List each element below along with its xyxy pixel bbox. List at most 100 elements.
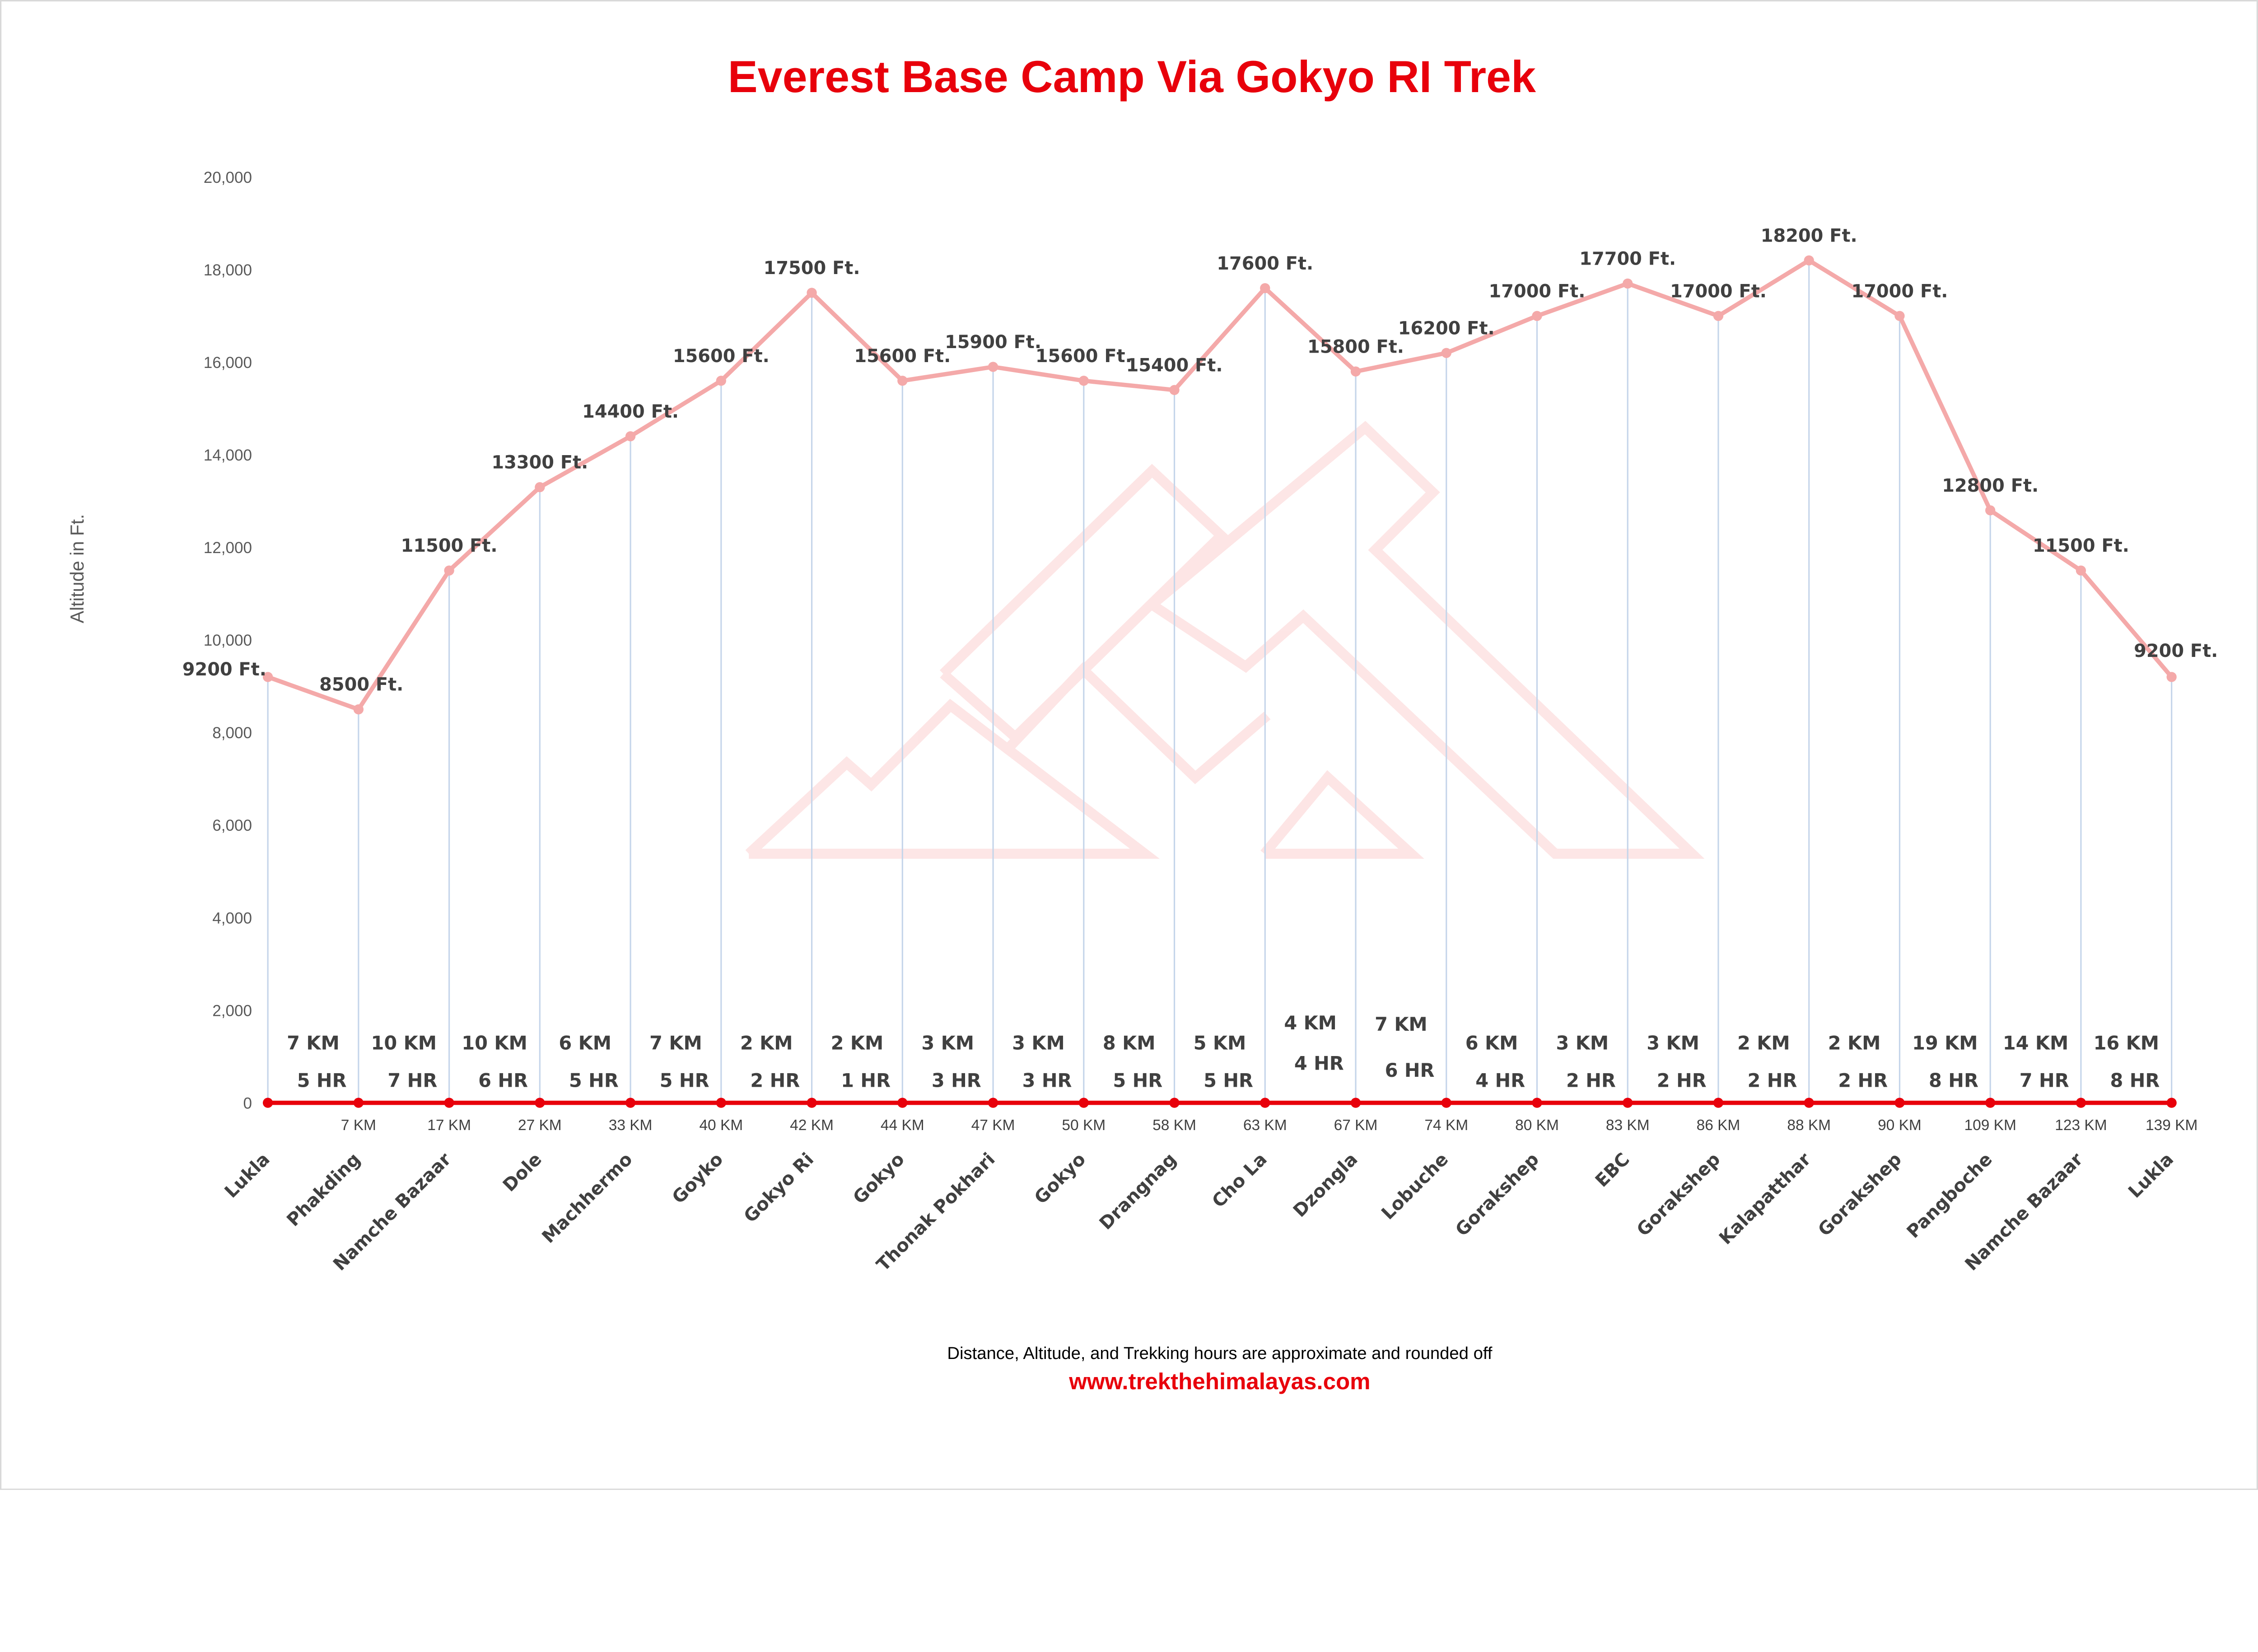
distance-point (807, 1098, 817, 1108)
segment-distance-label: 5 KM (1194, 1033, 1246, 1054)
segment-hours-label: 2 HR (1748, 1070, 1797, 1092)
cumulative-distance-label: 50 KM (1062, 1117, 1106, 1134)
y-tick-label: 6,000 (212, 817, 252, 834)
segment-hours-label: 3 HR (932, 1070, 981, 1092)
altitude-label: 16200 Ft. (1398, 318, 1495, 339)
cumulative-distance-label: 74 KM (1424, 1117, 1468, 1134)
cumulative-distance-label: 86 KM (1697, 1117, 1740, 1134)
altitude-point (444, 565, 454, 576)
website-link[interactable]: www.trekthehimalayas.com (1068, 1368, 1370, 1394)
segment-distance-label: 2 KM (740, 1033, 793, 1054)
segment-hours-label: 7 HR (387, 1070, 437, 1092)
segment-distance-label: 3 KM (921, 1033, 974, 1054)
segment-hours-label: 5 HR (569, 1070, 619, 1092)
segment-hours-label: 2 HR (1657, 1070, 1707, 1092)
segment-hours-label: 1 HR (841, 1070, 891, 1092)
segment-distance-label: 3 KM (1012, 1033, 1065, 1054)
altitude-chart: Everest Base Camp Via Gokyo RI Trek Alti… (0, 0, 2258, 1490)
y-tick-label: 20,000 (204, 169, 252, 186)
segment-hours-label: 3 HR (1022, 1070, 1072, 1092)
segment-hours-label: 5 HR (1113, 1070, 1162, 1092)
distance-point (535, 1098, 545, 1108)
altitude-label: 13300 Ft. (491, 452, 588, 473)
segment-distance-label: 6 KM (559, 1033, 611, 1054)
distance-point (625, 1098, 636, 1108)
segment-hours-label: 7 HR (2020, 1070, 2069, 1092)
cumulative-distance-label: 40 KM (699, 1117, 743, 1134)
segment-distance-label: 8 KM (1103, 1033, 1156, 1054)
segment-hours-label: 8 HR (1929, 1070, 1978, 1092)
segment-hours-label: 5 HR (297, 1070, 347, 1092)
distance-point (1713, 1098, 1724, 1108)
altitude-label: 17000 Ft. (1670, 281, 1767, 302)
distance-point (1985, 1098, 1996, 1108)
cumulative-distance-label: 44 KM (881, 1117, 924, 1134)
distance-point (2166, 1098, 2177, 1108)
altitude-label: 17500 Ft. (764, 258, 860, 279)
segment-hours-label: 4 HR (1294, 1052, 1344, 1074)
segment-distance-label: 7 KM (649, 1033, 702, 1054)
segment-hours-label: 2 HR (750, 1070, 800, 1092)
altitude-point (1804, 255, 1814, 265)
altitude-label: 8500 Ft. (319, 675, 403, 695)
distance-point (2076, 1098, 2086, 1108)
cumulative-distance-label: 63 KM (1243, 1117, 1287, 1134)
distance-point (1078, 1098, 1089, 1108)
chart-title: Everest Base Camp Via Gokyo RI Trek (728, 52, 1536, 102)
altitude-point (262, 672, 273, 682)
altitude-point (1985, 505, 1996, 516)
segment-hours-label: 8 HR (2110, 1070, 2160, 1092)
cumulative-distance-label: 123 KM (2055, 1117, 2107, 1134)
distance-point (1260, 1098, 1270, 1108)
altitude-point (1441, 348, 1451, 358)
segment-hours-label: 5 HR (1204, 1070, 1253, 1092)
distance-point (897, 1098, 908, 1108)
segment-distance-label: 4 KM (1284, 1012, 1337, 1034)
altitude-label: 17700 Ft. (1579, 249, 1676, 270)
distance-point (262, 1098, 273, 1108)
cumulative-distance-label: 47 KM (971, 1117, 1015, 1134)
cumulative-distance-label: 109 KM (1964, 1117, 2016, 1134)
y-tick-label: 10,000 (204, 632, 252, 649)
cumulative-distance-label: 139 KM (2146, 1117, 2197, 1134)
altitude-label: 17000 Ft. (1489, 281, 1586, 302)
distance-point (1623, 1098, 1633, 1108)
y-tick-label: 16,000 (204, 354, 252, 372)
altitude-label: 12800 Ft. (1942, 475, 2039, 496)
segment-hours-label: 2 HR (1566, 1070, 1616, 1092)
distance-point (1350, 1098, 1361, 1108)
altitude-point (988, 362, 998, 372)
distance-point (716, 1098, 726, 1108)
segment-distance-label: 2 KM (831, 1033, 884, 1054)
altitude-point (1169, 385, 1180, 395)
distance-point (1441, 1098, 1451, 1108)
chart-border (0, 0, 2258, 1490)
cumulative-distance-label: 80 KM (1515, 1117, 1559, 1134)
segment-distance-label: 2 KM (1828, 1033, 1881, 1054)
altitude-point (1078, 376, 1089, 386)
y-tick-label: 18,000 (204, 261, 252, 279)
altitude-label: 11500 Ft. (2033, 535, 2129, 556)
segment-distance-label: 7 KM (287, 1033, 340, 1054)
altitude-line (267, 258, 2174, 712)
cumulative-distance-label: 88 KM (1787, 1117, 1831, 1134)
altitude-label: 15600 Ft. (1036, 346, 1132, 367)
cumulative-distance-label: 67 KM (1334, 1117, 1378, 1134)
segment-distance-label: 10 KM (462, 1033, 527, 1054)
y-tick-label: 12,000 (204, 539, 252, 557)
altitude-point (2166, 672, 2177, 682)
altitude-label: 15600 Ft. (673, 346, 770, 367)
altitude-point (897, 376, 908, 386)
segment-distance-label: 14 KM (2003, 1033, 2068, 1054)
altitude-point (1713, 311, 1724, 321)
y-tick-label: 14,000 (204, 447, 252, 464)
distance-point (353, 1098, 364, 1108)
y-tick-label: 2,000 (212, 1002, 252, 1019)
altitude-point (353, 704, 364, 715)
altitude-point (1260, 283, 1270, 293)
segment-distance-label: 7 KM (1375, 1014, 1428, 1035)
altitude-point (1623, 278, 1633, 289)
segment-distance-label: 3 KM (1647, 1033, 1699, 1054)
altitude-point (535, 482, 545, 493)
distance-point (444, 1098, 454, 1108)
